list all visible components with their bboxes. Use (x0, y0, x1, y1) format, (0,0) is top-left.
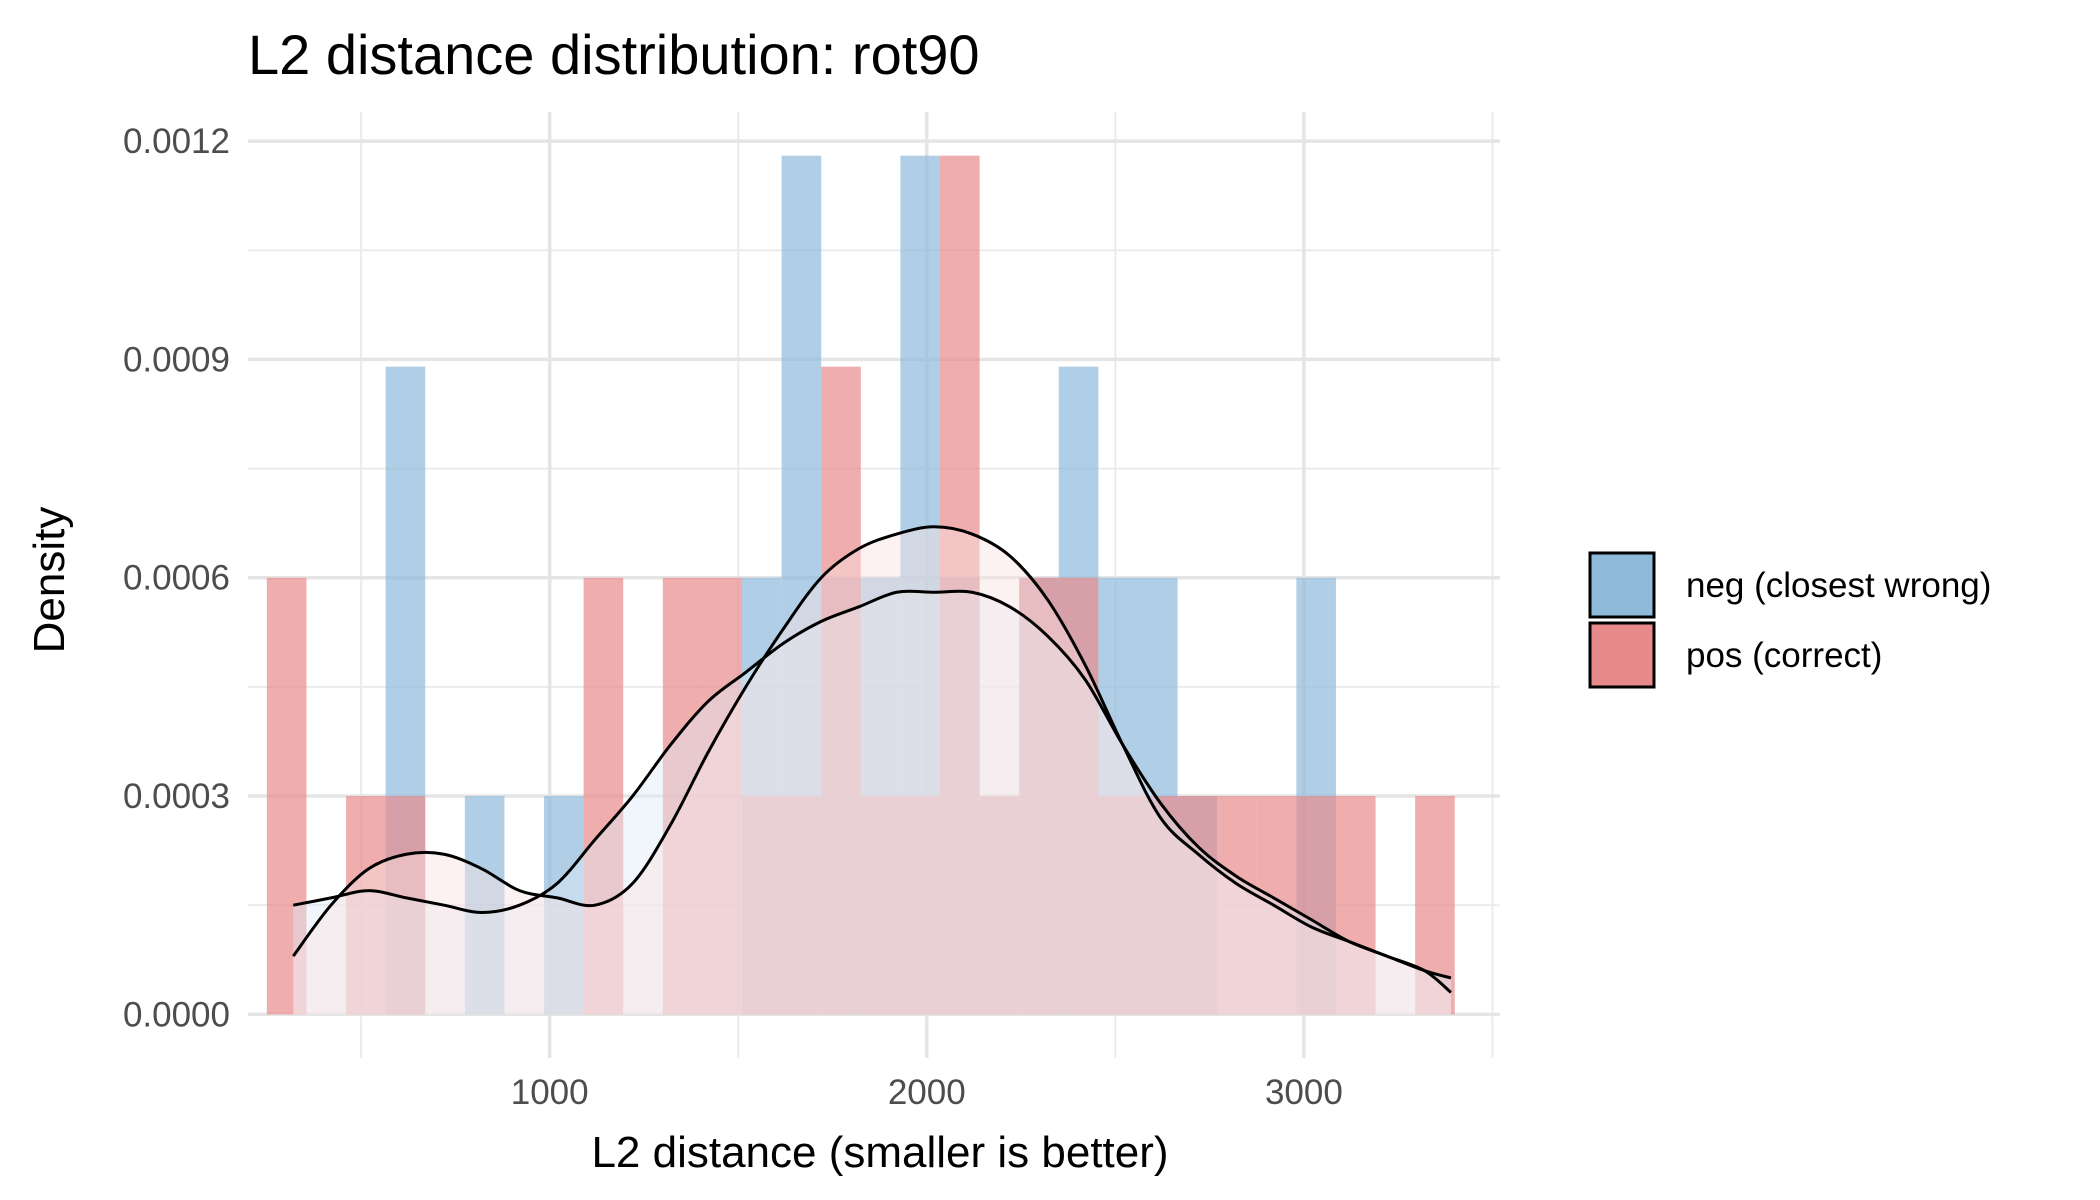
x-tick-label: 1000 (511, 1073, 589, 1112)
legend-key-neg (1588, 551, 1656, 619)
bar-pos (1217, 796, 1257, 1015)
y-axis-title: Density (25, 507, 74, 654)
bar-pos (860, 796, 901, 1015)
bar-pos (1335, 796, 1376, 1015)
histogram-bars (266, 155, 1455, 1015)
bar-pos (1098, 796, 1138, 1015)
x-axis-title: L2 distance (smaller is better) (591, 1128, 1168, 1177)
density-curves (292, 525, 1452, 994)
x-tick-label: 3000 (1265, 1073, 1343, 1112)
density-area-neg (293, 591, 1451, 1015)
bar-pos (1019, 577, 1059, 1015)
legend-key-pos (1588, 621, 1656, 689)
x-tick-label: 2000 (888, 1073, 966, 1112)
density-curve-neg (292, 589, 1452, 980)
density-areas (293, 526, 1451, 1015)
legend-label-neg: neg (closest wrong) (1686, 566, 1991, 605)
bar-pos (900, 796, 940, 1015)
density-area-pos (293, 526, 1451, 1015)
bar-pos (346, 796, 386, 1015)
y-tick-label: 0.0009 (123, 340, 230, 379)
bar-pos (781, 796, 822, 1015)
bar-pos (662, 577, 703, 1015)
bar-pos (939, 155, 980, 1015)
bar-pos (702, 577, 743, 1015)
bar-neg (544, 796, 584, 1015)
x-axis-ticks: 1000 2000 3000 (511, 1073, 1343, 1112)
legend: neg (closest wrong) pos (correct) (1588, 551, 1991, 689)
bar-pos (266, 577, 307, 1015)
bar-pos (979, 796, 1020, 1015)
bar-pos (821, 366, 861, 1015)
density-curve-pos (292, 525, 1452, 994)
y-tick-label: 0.0006 (123, 559, 230, 598)
bar-neg (464, 796, 505, 1015)
chart-title: L2 distance distribution: rot90 (248, 23, 980, 86)
bar-pos (742, 796, 782, 1015)
y-tick-label: 0.0003 (123, 777, 230, 816)
bar-pos (385, 796, 426, 1015)
bar-pos (1296, 796, 1336, 1015)
bar-pos (583, 577, 624, 1015)
y-axis-ticks: 0.0000 0.0003 0.0006 0.0009 0.0012 (123, 122, 230, 1034)
y-tick-label: 0.0000 (123, 995, 230, 1034)
y-tick-label: 0.0012 (123, 122, 230, 161)
legend-label-pos: pos (correct) (1686, 636, 1882, 675)
